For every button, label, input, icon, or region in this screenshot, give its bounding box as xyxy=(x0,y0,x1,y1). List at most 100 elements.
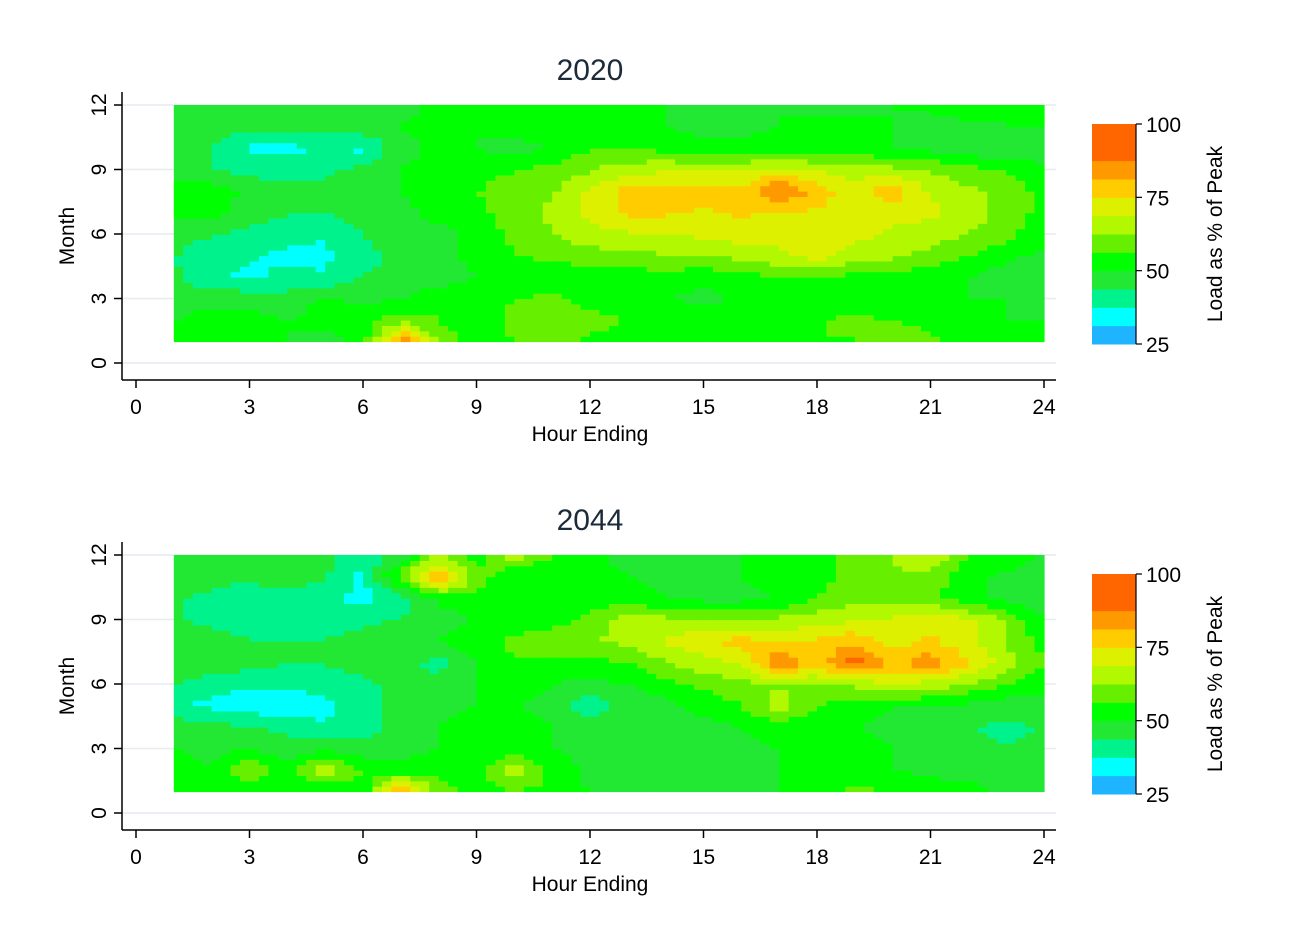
heatmap-cell xyxy=(542,764,553,771)
heatmap-cell xyxy=(438,201,449,208)
heatmap-cell xyxy=(419,330,430,337)
heatmap-cell xyxy=(1015,770,1026,776)
heatmap-cell xyxy=(845,153,856,160)
heatmap-cell xyxy=(618,780,629,787)
heatmap-cell xyxy=(287,732,298,739)
heatmap-cell xyxy=(240,325,251,332)
heatmap-cell xyxy=(637,217,648,224)
heatmap-cell xyxy=(457,185,468,192)
heatmap-cell xyxy=(504,201,515,208)
heatmap-cell xyxy=(561,320,572,326)
heatmap-cell xyxy=(892,250,903,257)
heatmap-cell xyxy=(580,131,591,138)
heatmap-cell xyxy=(788,287,799,294)
heatmap-cell xyxy=(211,271,222,278)
heatmap-cell xyxy=(495,737,506,744)
heatmap-cell xyxy=(485,732,497,739)
heatmap-cell xyxy=(306,266,317,273)
heatmap-cell xyxy=(684,244,695,251)
heatmap-cell xyxy=(731,207,742,214)
heatmap-cell xyxy=(277,298,288,305)
heatmap-cell xyxy=(552,260,563,267)
x-tick-label: 9 xyxy=(471,396,483,419)
heatmap-cell xyxy=(325,115,336,122)
heatmap-cell xyxy=(883,234,894,240)
heatmap-cell xyxy=(476,764,487,771)
heatmap-cell xyxy=(750,293,761,300)
heatmap-cell xyxy=(712,786,724,793)
heatmap-cell xyxy=(627,260,638,267)
heatmap-cell xyxy=(608,148,619,154)
heatmap-cell xyxy=(627,277,638,283)
heatmap-cell xyxy=(921,293,932,300)
heatmap-cell xyxy=(958,234,969,240)
heatmap-cell xyxy=(608,169,619,176)
heatmap-cell xyxy=(287,169,298,176)
heatmap-cell xyxy=(211,770,222,776)
heatmap-cell xyxy=(296,212,307,219)
heatmap-cell xyxy=(977,126,988,133)
heatmap-cell xyxy=(315,185,326,192)
heatmap-cell xyxy=(675,223,686,230)
heatmap-cell xyxy=(684,234,695,240)
heatmap-cell xyxy=(485,234,497,240)
heatmap-cell xyxy=(1034,131,1045,138)
heatmap-cell xyxy=(703,298,714,305)
heatmap-cell xyxy=(571,196,582,203)
heatmap-cell xyxy=(902,212,913,219)
heatmap-cell xyxy=(646,786,657,793)
heatmap-cell xyxy=(363,148,374,154)
heatmap-cell xyxy=(353,743,364,750)
heatmap-cell xyxy=(1015,234,1026,240)
heatmap-cell xyxy=(722,110,733,117)
heatmap-cell xyxy=(372,217,383,224)
heatmap-cell xyxy=(183,234,194,240)
heatmap-cell xyxy=(315,737,326,744)
heatmap-cell xyxy=(930,234,941,240)
heatmap-cell xyxy=(202,115,213,122)
heatmap-cell xyxy=(939,753,951,760)
heatmap-cell xyxy=(675,180,686,187)
y-tick-label: 0 xyxy=(88,357,111,369)
heatmap-cell xyxy=(183,223,194,230)
heatmap-cell xyxy=(1015,180,1026,187)
heatmap-cell xyxy=(363,126,374,133)
heatmap-cell xyxy=(873,137,884,144)
heatmap-cell xyxy=(798,282,809,289)
heatmap-cell xyxy=(703,217,714,224)
heatmap-cell xyxy=(287,293,298,300)
heatmap-cell xyxy=(883,207,894,214)
heatmap-cell xyxy=(618,169,629,176)
heatmap-cell xyxy=(476,239,487,246)
heatmap-cell xyxy=(703,314,714,321)
heatmap-cell xyxy=(656,282,667,289)
heatmap-cell xyxy=(987,196,998,203)
heatmap-cell xyxy=(258,314,270,321)
heatmap-cell xyxy=(1034,115,1045,122)
heatmap-cell xyxy=(268,775,279,782)
heatmap-cell xyxy=(921,266,932,273)
heatmap-cell xyxy=(561,110,572,117)
heatmap-cell xyxy=(921,282,932,289)
heatmap-cell xyxy=(1034,770,1045,776)
heatmap-cell xyxy=(760,277,771,283)
heatmap-cell xyxy=(306,137,317,144)
heatmap-cell xyxy=(627,174,638,181)
heatmap-cell xyxy=(731,255,742,262)
heatmap-cell xyxy=(968,164,979,171)
heatmap-cell xyxy=(1006,185,1017,192)
heatmap-cell xyxy=(325,314,336,321)
heatmap-cell xyxy=(996,298,1007,305)
heatmap-cell xyxy=(363,786,374,793)
heatmap-cell xyxy=(334,780,345,787)
heatmap-cell xyxy=(183,764,194,771)
x-tick-label: 18 xyxy=(805,396,828,419)
heatmap-cell xyxy=(608,164,619,171)
heatmap-cell xyxy=(703,234,714,240)
heatmap-cell xyxy=(656,234,667,240)
heatmap-cell xyxy=(864,217,875,224)
heatmap-cell xyxy=(296,293,307,300)
heatmap-cell xyxy=(694,250,705,257)
heatmap-cell xyxy=(514,287,525,294)
heatmap-cell xyxy=(419,753,430,760)
